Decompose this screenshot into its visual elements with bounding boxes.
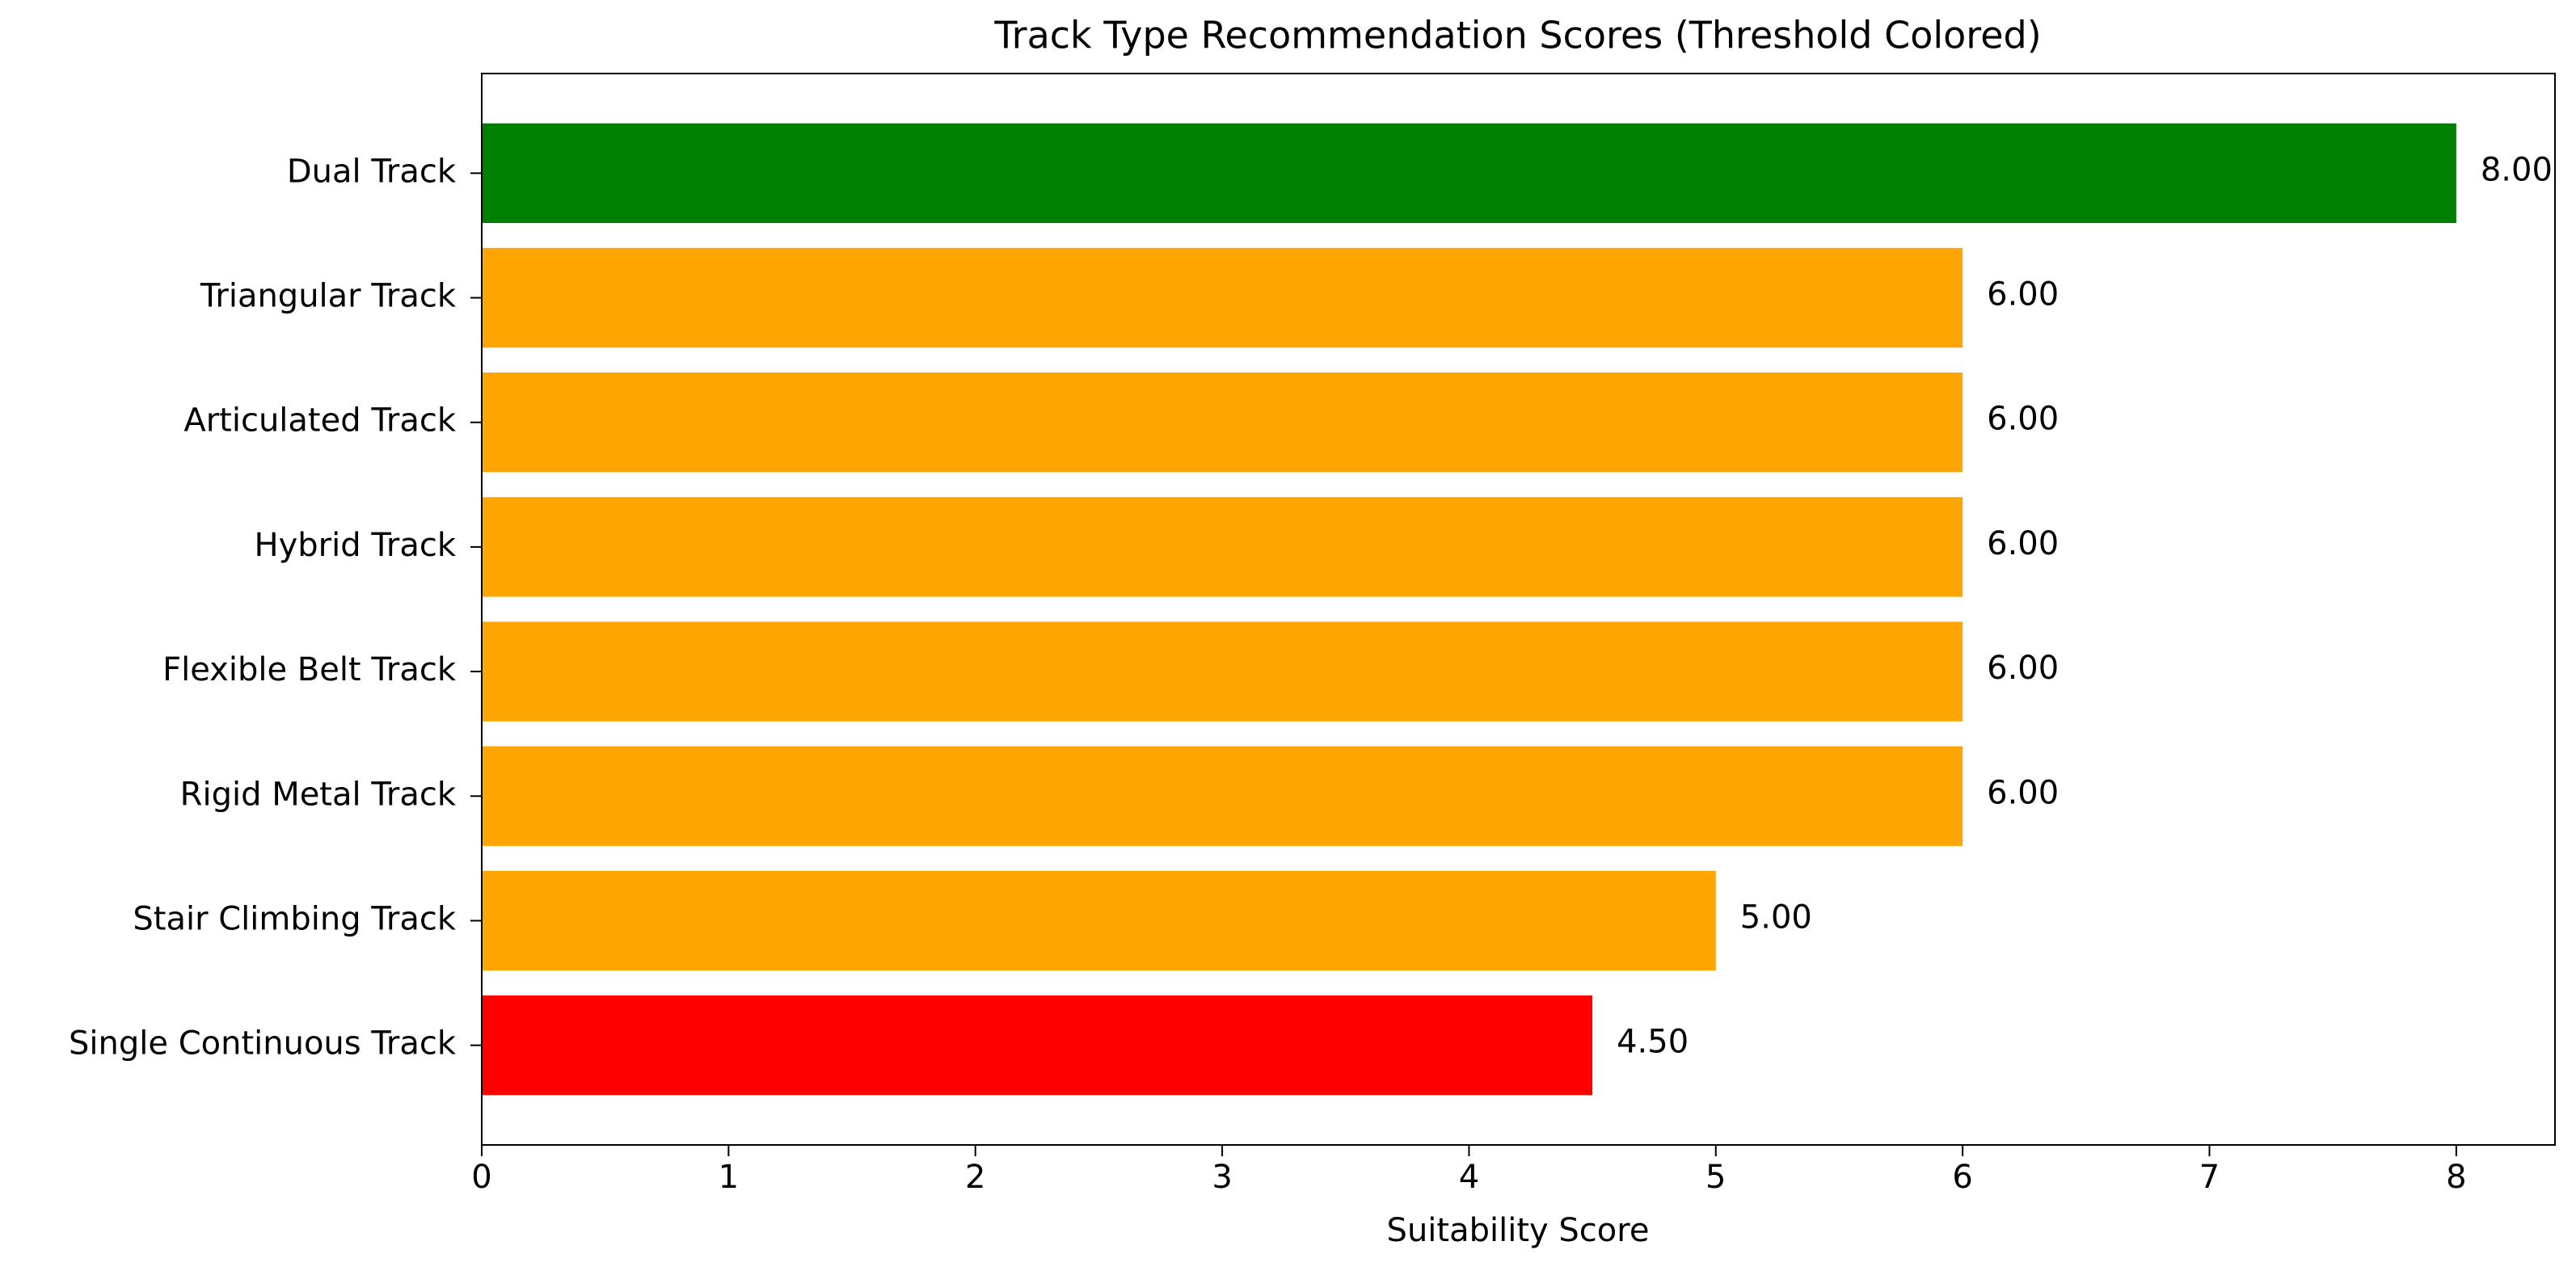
y-tick-label: Hybrid Track	[255, 527, 457, 564]
bar	[482, 123, 2456, 224]
bar	[482, 497, 1963, 597]
value-label: 6.00	[1987, 525, 2059, 562]
bar	[482, 870, 1716, 971]
bar	[482, 372, 1963, 473]
x-tick-label: 3	[1212, 1159, 1232, 1196]
value-label: 8.00	[2481, 151, 2553, 188]
y-tick-label: Single Continuous Track	[69, 1025, 457, 1063]
x-tick-label: 7	[2199, 1159, 2220, 1196]
bar	[482, 247, 1963, 348]
y-tick-label: Triangular Track	[200, 278, 457, 315]
bar	[482, 995, 1593, 1096]
y-tick-label: Dual Track	[287, 153, 457, 190]
bar	[482, 746, 1963, 846]
x-tick-label: 1	[719, 1159, 739, 1196]
bar	[482, 621, 1963, 722]
x-tick-label: 2	[965, 1159, 985, 1196]
y-tick-label: Articulated Track	[183, 402, 456, 440]
value-label: 6.00	[1987, 650, 2059, 687]
value-label: 5.00	[1740, 899, 1812, 936]
y-tick-label: Rigid Metal Track	[180, 776, 457, 813]
value-label: 6.00	[1987, 774, 2059, 811]
value-label: 6.00	[1987, 276, 2059, 314]
chart-title: Track Type Recommendation Scores (Thresh…	[993, 14, 2041, 57]
x-axis-label: Suitability Score	[1387, 1212, 1650, 1249]
plot-frame	[481, 73, 2556, 1146]
y-tick-label: Stair Climbing Track	[133, 900, 456, 937]
x-tick-label: 5	[1705, 1159, 1726, 1196]
x-tick-label: 6	[1952, 1159, 1972, 1196]
x-tick-label: 4	[1459, 1159, 1479, 1196]
x-tick-label: 8	[2446, 1159, 2466, 1196]
y-tick-label: Flexible Belt Track	[162, 651, 457, 688]
value-label: 4.50	[1617, 1024, 1689, 1061]
value-label: 6.00	[1987, 401, 2059, 438]
x-tick-label: 0	[471, 1159, 491, 1196]
